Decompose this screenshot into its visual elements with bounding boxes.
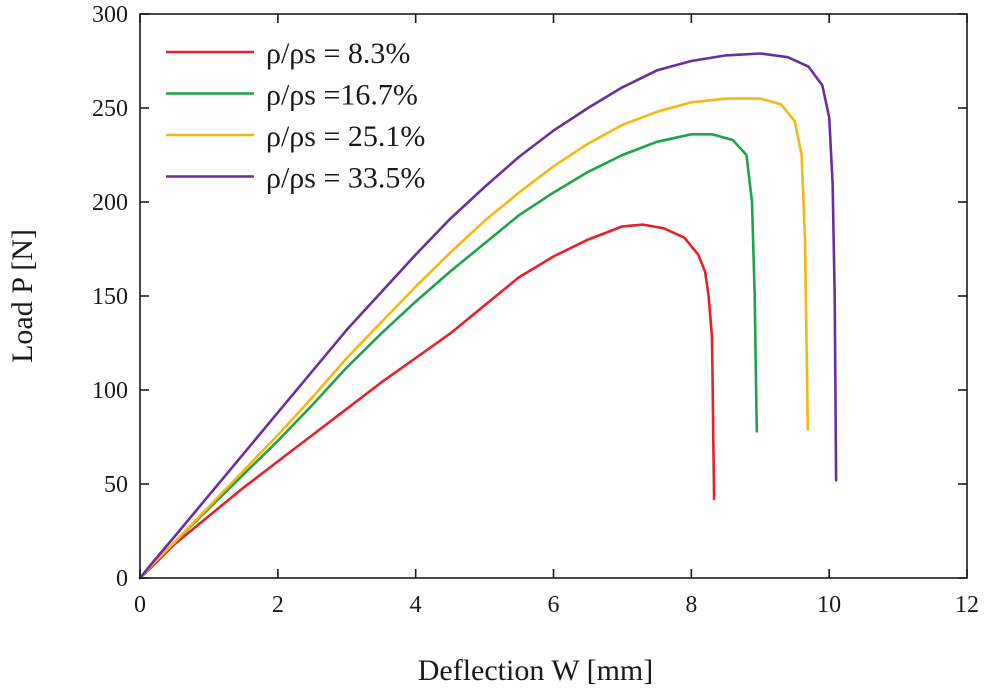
x-tick-label: 6 [548, 592, 560, 618]
y-tick-label: 150 [92, 284, 128, 310]
y-tick-label: 50 [104, 472, 128, 498]
series-line-4 [138, 52, 838, 580]
y-tick-label: 100 [92, 378, 128, 404]
x-tick-label: 4 [410, 592, 422, 618]
y-tick-label: 300 [92, 2, 128, 28]
y-tick-label: 200 [92, 190, 128, 216]
x-tick-label: 8 [685, 592, 697, 618]
x-tick-label: 0 [134, 592, 146, 618]
legend: ρ/ρs = 8.3% ρ/ρs =16.7% ρ/ρs = 25.1% ρ/ρs =… [166, 37, 425, 195]
y-axis-ticks: 0 50 100 150 200 250 300 [92, 2, 967, 592]
x-axis-label: Deflection W [mm] [418, 654, 654, 687]
y-axis-label: Load P [N] [6, 229, 39, 363]
legend-label-4: ρ/ρs = 33.5% [266, 162, 425, 195]
x-tick-label: 12 [955, 592, 979, 618]
y-tick-label: 0 [116, 566, 128, 592]
x-tick-label: 2 [272, 592, 284, 618]
legend-label-2: ρ/ρs =16.7% [266, 79, 418, 112]
series-line-2 [138, 133, 759, 580]
series-line-3 [138, 97, 810, 580]
x-axis-ticks: 0 2 4 6 8 10 12 [134, 14, 979, 618]
legend-label-3: ρ/ρs = 25.1% [266, 120, 425, 153]
legend-label-1: ρ/ρs = 8.3% [266, 37, 410, 70]
y-tick-label: 250 [92, 96, 128, 122]
series-line-1 [138, 223, 716, 580]
series-layer [138, 52, 838, 580]
plot-frame [139, 13, 968, 579]
x-tick-label: 10 [817, 592, 841, 618]
